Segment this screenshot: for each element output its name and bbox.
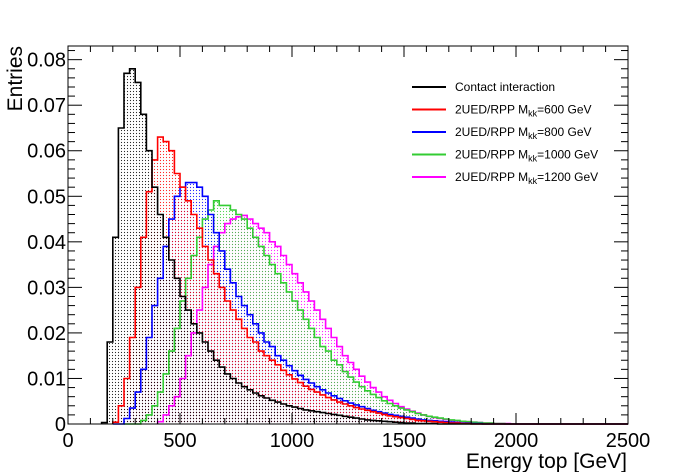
series-0-fill xyxy=(101,68,629,425)
y-tick-label: 0.01 xyxy=(27,368,66,390)
x-tick-label: 2000 xyxy=(494,430,539,452)
y-tick-label: 0.02 xyxy=(27,323,66,345)
x-tick-label: 1500 xyxy=(382,430,427,452)
y-tick-label: 0.03 xyxy=(27,277,66,299)
y-tick-label: 0.04 xyxy=(27,232,66,254)
series-1-fill xyxy=(112,137,629,424)
x-tick-label: 0 xyxy=(62,430,73,452)
y-tick-label: 0.08 xyxy=(27,50,66,72)
y-tick-label: 0.07 xyxy=(27,95,66,117)
y-tick-label: 0.06 xyxy=(27,141,66,163)
legend-label: 2UED/RPP Mkk=1000 GeV xyxy=(455,148,598,164)
y-tick-label: 0.05 xyxy=(27,186,66,208)
legend: Contact interaction 2UED/RPP Mkk=600 GeV 2… xyxy=(412,80,598,186)
y-tick-label: 0 xyxy=(55,414,66,436)
y-axis: 0 0.01 0.02 0.03 0.04 0.05 0.06 0.07 0.08 xyxy=(27,50,628,436)
legend-label: Contact interaction xyxy=(455,80,555,94)
legend-label: 2UED/RPP Mkk=600 GeV xyxy=(455,103,592,119)
plot-frame xyxy=(67,45,629,425)
x-axis-title: Energy top [GeV] xyxy=(466,450,627,472)
x-tick-label: 500 xyxy=(163,430,196,452)
x-tick-label: 2500 xyxy=(606,430,651,452)
legend-label: 2UED/RPP Mkk=800 GeV xyxy=(455,125,592,141)
x-tick-label: 1000 xyxy=(270,430,315,452)
y-axis-title: Entries xyxy=(4,46,27,111)
legend-label: 2UED/RPP Mkk=1200 GeV xyxy=(455,170,598,186)
